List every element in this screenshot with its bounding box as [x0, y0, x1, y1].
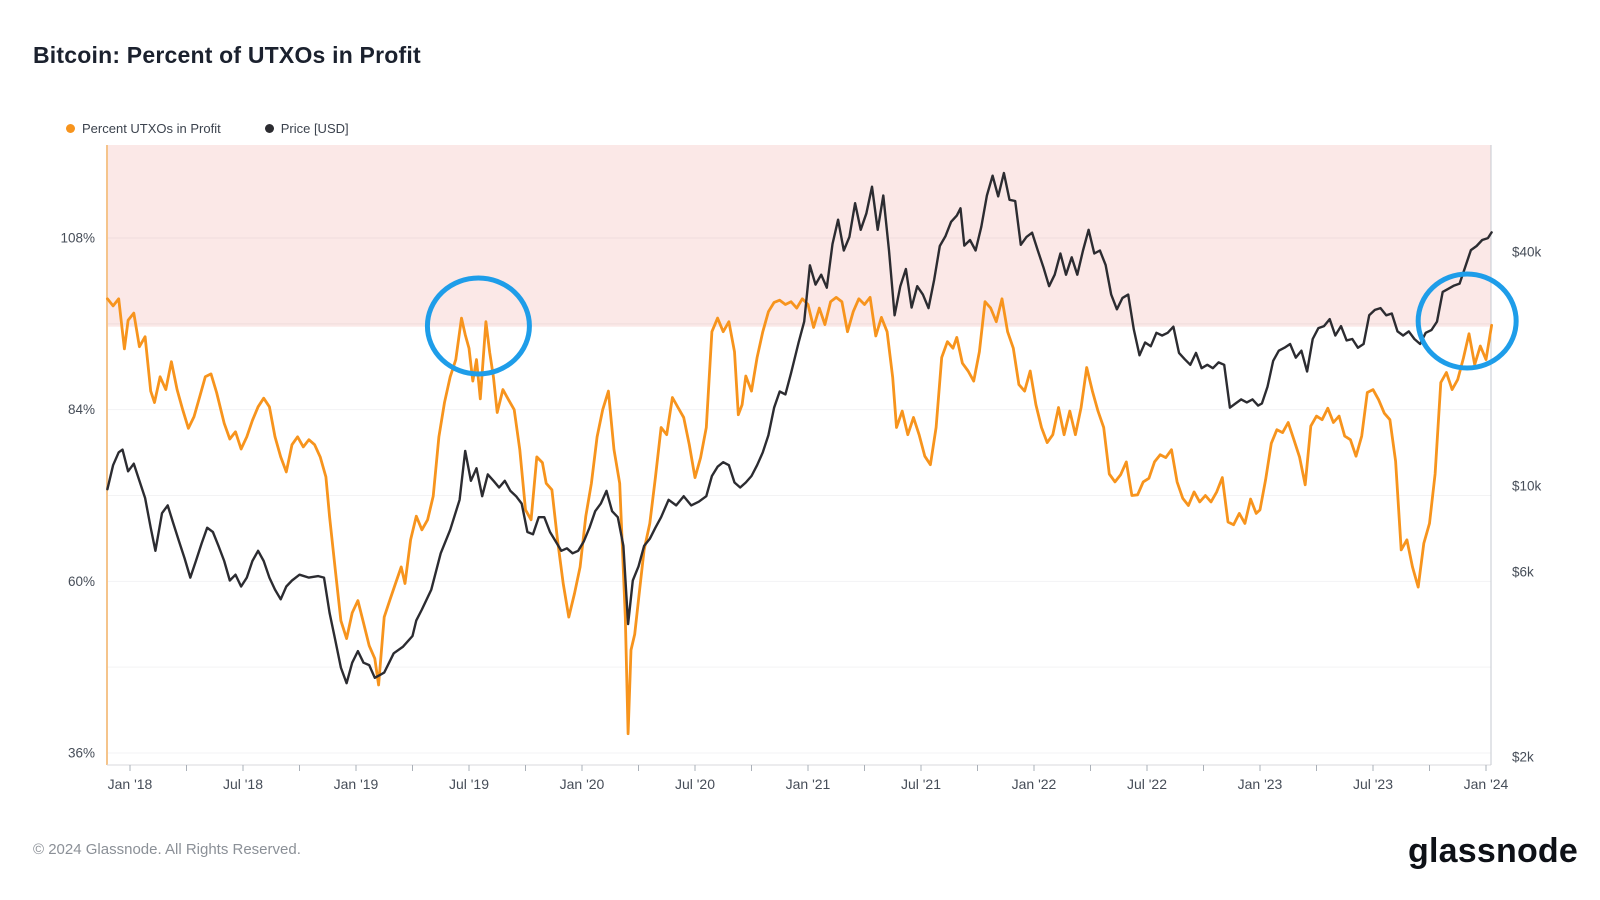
series-price-line — [106, 171, 1493, 685]
x-tick-label: Jan '21 — [786, 776, 831, 792]
x-tick-label: Jan '20 — [560, 776, 605, 792]
legend: Percent UTXOs in Profit Price [USD] — [66, 121, 349, 136]
x-tick-label: Jul '22 — [1127, 776, 1167, 792]
glassnode-logo: glassnode — [1408, 832, 1578, 870]
legend-item-price[interactable]: Price [USD] — [264, 121, 349, 136]
y-tick-label-left: 84% — [68, 402, 95, 417]
legend-label: Percent UTXOs in Profit — [82, 121, 221, 136]
annotation-circle — [424, 275, 532, 377]
legend-dot-icon — [264, 124, 274, 133]
y-tick-label-left: 60% — [68, 574, 95, 589]
y-tick-label-right: $40k — [1512, 245, 1542, 260]
x-tick-label: Jan '19 — [334, 776, 379, 792]
y-tick-label-right: $2k — [1512, 750, 1534, 765]
x-tick-label: Jul '20 — [675, 776, 715, 792]
x-tick-label: Jul '18 — [223, 776, 263, 792]
y-tick-label-left: 108% — [60, 230, 95, 245]
x-tick-label: Jul '21 — [901, 776, 941, 792]
page-title: Bitcoin: Percent of UTXOs in Profit — [33, 42, 421, 68]
x-tick-label: Jan '18 — [108, 776, 153, 792]
x-tick-label: Jan '22 — [1012, 776, 1057, 792]
series-utxo-profit-line — [106, 296, 1493, 736]
x-tick-label: Jan '23 — [1238, 776, 1283, 792]
legend-label: Price [USD] — [280, 121, 349, 136]
x-tick-label: Jul '19 — [449, 776, 489, 792]
legend-item-utxo-profit[interactable]: Percent UTXOs in Profit — [66, 121, 221, 136]
y-tick-label-right: $6k — [1512, 564, 1534, 579]
annotation-circle — [1415, 271, 1519, 371]
x-tick-label: Jan '24 — [1464, 776, 1509, 792]
x-tick-label: Jul '23 — [1353, 776, 1393, 792]
y-tick-label-left: 36% — [68, 746, 95, 761]
highlight-band — [107, 145, 1491, 327]
y-tick-label-right: $10k — [1512, 478, 1542, 493]
footer-copyright: © 2024 Glassnode. All Rights Reserved. — [33, 841, 301, 858]
legend-dot-icon — [66, 124, 75, 133]
